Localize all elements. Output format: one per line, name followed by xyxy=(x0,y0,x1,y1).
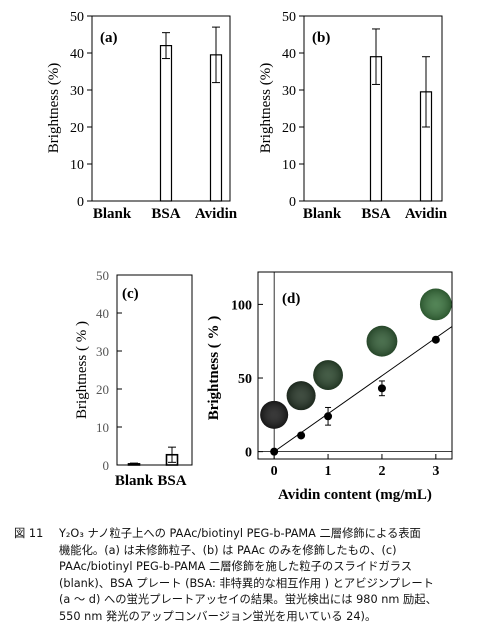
y-axis-label: Brightness ( % ) xyxy=(206,316,222,421)
fluorescence-spot-shade xyxy=(286,381,316,411)
caption-line: (a ～ d) への蛍光プレートアッセイの結果。蛍光検出には 980 nm 励起… xyxy=(59,593,437,607)
caption-line: 550 nm 発光のアップコンバージョン蛍光を用いている 24)。 xyxy=(59,609,377,623)
fit-line xyxy=(273,326,453,453)
y-tick-label: 50 xyxy=(238,372,252,387)
y-tick-label: 30 xyxy=(282,84,296,99)
y-axis-label: Brightness ( % ) xyxy=(74,321,90,419)
panel-label: (d) xyxy=(282,291,300,307)
y-tick-label: 20 xyxy=(282,121,296,136)
y-tick-label: 0 xyxy=(77,195,84,210)
y-tick-label: 20 xyxy=(96,382,109,397)
y-tick-label: 40 xyxy=(96,306,109,321)
category-label: Blank xyxy=(93,206,132,222)
y-tick-label: 30 xyxy=(96,344,109,359)
x-axis-label: Avidin content (mg/mL) xyxy=(278,487,432,503)
x-tick-label: 2 xyxy=(378,464,385,479)
fluorescence-spot-shade xyxy=(366,325,398,357)
fluorescence-spot-shade xyxy=(260,400,289,429)
data-point xyxy=(377,384,386,393)
y-tick-label: 10 xyxy=(282,158,296,173)
chart-panel-c: 0 10 20 30 40 50 Blank BSA (c) Brightness ( % ) xyxy=(74,268,193,489)
chart-panel-b: 0 10 20 30 40 50 Blank BSA Avidin (b) Brightness (… xyxy=(258,10,448,222)
chart-panel-d: 0 50 100 0 1 2 3 (d) Avidin content (mg/mL) Brigh… xyxy=(206,271,453,503)
x-tick-label: 3 xyxy=(432,464,439,479)
x-tick-label: 0 xyxy=(271,464,278,479)
x-tick-label: 1 xyxy=(325,464,332,479)
caption-label: 図 11 xyxy=(14,527,44,540)
y-tick-label: 20 xyxy=(70,121,84,136)
category-label: BSA xyxy=(151,206,180,222)
category-label: BSA xyxy=(361,206,390,222)
y-tick-label: 10 xyxy=(96,420,109,435)
y-tick-label: 100 xyxy=(231,298,252,313)
plot-frame xyxy=(257,271,453,460)
y-tick-label: 40 xyxy=(282,47,296,62)
caption-line: PAAc/biotinyl PEG-b-PAMA 二層修飾を施した粒子のスライド… xyxy=(59,560,413,574)
chart-panel-a: 0 10 20 30 40 50 Blank BSA Avidin (a) Brightness (… xyxy=(46,10,238,222)
figure-caption: 図 11 Y₂O₃ ナノ粒子上への PAAc/biotinyl PEG-b-PA… xyxy=(14,526,490,626)
y-tick-label: 50 xyxy=(70,10,84,25)
fluorescence-spot-shade xyxy=(313,360,343,390)
panel-label: (b) xyxy=(312,30,330,46)
y-axis-label: Brightness (%) xyxy=(258,63,274,153)
y-tick-label: 0 xyxy=(245,446,252,461)
y-tick-label: 40 xyxy=(70,47,84,62)
category-label: BSA xyxy=(157,473,186,489)
data-point xyxy=(297,431,306,440)
bar xyxy=(159,44,173,202)
caption-line: 機能化。(a) は未修飾粒子、(b) は PAAc のみを修飾したもの、(c) xyxy=(59,543,397,557)
category-label: Avidin xyxy=(405,206,448,222)
caption-line: Y₂O₃ ナノ粒子上への PAAc/biotinyl PEG-b-PAMA 二層… xyxy=(59,527,421,540)
y-tick-label: 10 xyxy=(70,158,84,173)
y-tick-label: 30 xyxy=(70,84,84,99)
data-point xyxy=(324,412,333,421)
y-tick-label: 50 xyxy=(96,268,109,283)
y-tick-label: 0 xyxy=(103,458,110,473)
data-point xyxy=(431,335,440,344)
category-label: Blank xyxy=(115,473,154,489)
caption-line: (blank)、BSA プレート (BSA: 非特異的な相互作用 ) とアビジン… xyxy=(59,576,434,590)
fluorescence-spot-shade xyxy=(419,288,452,321)
plot-frame xyxy=(116,274,193,466)
category-label: Blank xyxy=(303,206,342,222)
category-label: Avidin xyxy=(195,206,238,222)
panel-label: (c) xyxy=(122,286,139,302)
data-point xyxy=(270,447,279,456)
panel-label: (a) xyxy=(100,30,118,46)
y-tick-label: 50 xyxy=(282,10,296,25)
y-tick-label: 0 xyxy=(289,195,296,210)
y-axis-label: Brightness (%) xyxy=(46,63,62,153)
